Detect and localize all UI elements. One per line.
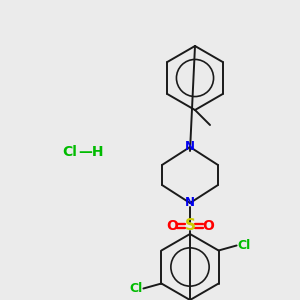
- Text: Cl: Cl: [130, 282, 143, 295]
- Text: S: S: [184, 218, 196, 233]
- Text: —H: —H: [78, 145, 103, 159]
- Text: N: N: [185, 196, 195, 209]
- Text: O: O: [166, 219, 178, 233]
- Text: Cl: Cl: [237, 239, 250, 252]
- Text: Cl: Cl: [62, 145, 77, 159]
- Text: N: N: [185, 140, 195, 154]
- Text: O: O: [202, 219, 214, 233]
